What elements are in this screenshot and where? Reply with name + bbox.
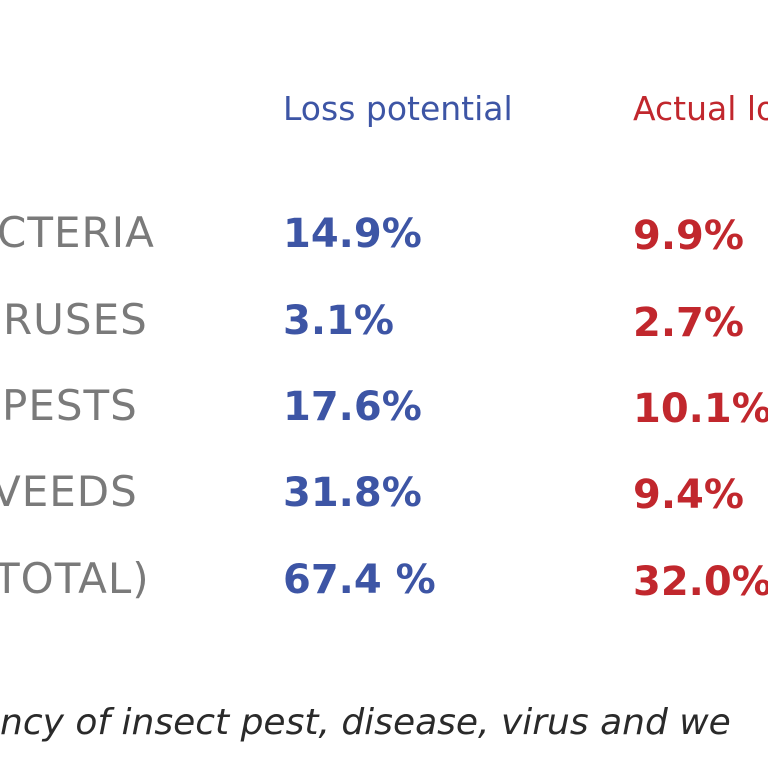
cell-actual-weeds: 9.4%: [633, 472, 744, 518]
row-label-weeds: VEEDS: [0, 467, 138, 516]
column-header-loss-potential: Loss potential: [283, 89, 513, 128]
cell-actual-total: 32.0%: [633, 559, 768, 605]
cell-actual-pests: 10.1%: [633, 386, 768, 432]
cell-actual-bacteria: 9.9%: [633, 213, 744, 259]
row-label-total: TOTAL): [0, 554, 150, 603]
column-header-actual-loss: Actual lo: [633, 89, 768, 128]
figure-caption: ncy of insect pest, disease, virus and w…: [0, 702, 731, 743]
cell-loss-total: 67.4 %: [283, 557, 436, 603]
cell-loss-weeds: 31.8%: [283, 470, 422, 516]
cell-loss-viruses: 3.1%: [283, 298, 394, 344]
cell-loss-pests: 17.6%: [283, 384, 422, 430]
row-label-pests: PESTS: [2, 381, 138, 430]
row-label-bacteria: CTERIA: [0, 208, 155, 257]
row-label-viruses: RUSES: [3, 295, 148, 344]
cell-actual-viruses: 2.7%: [633, 300, 744, 346]
cell-loss-bacteria: 14.9%: [283, 211, 422, 257]
